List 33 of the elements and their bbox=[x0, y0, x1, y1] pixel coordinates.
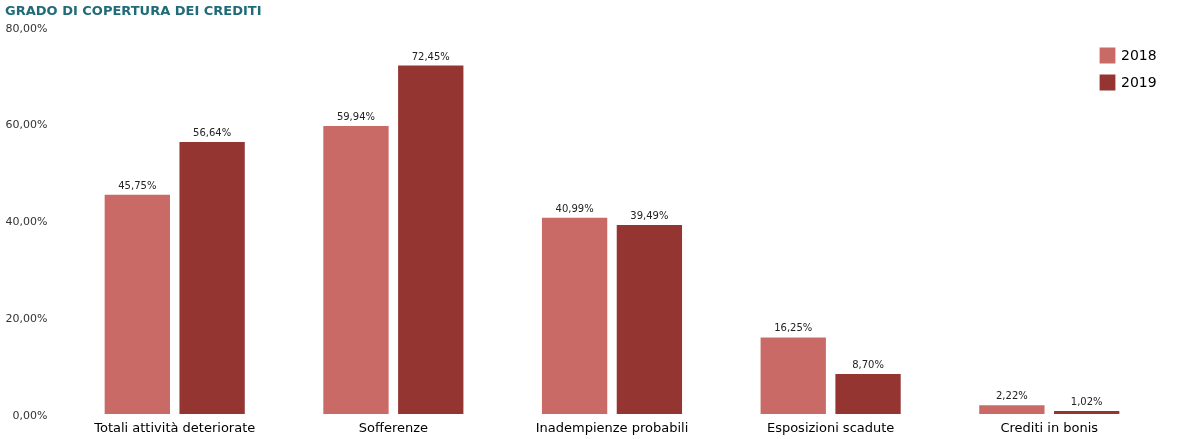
data-label: 40,99% bbox=[555, 202, 594, 214]
bar bbox=[539, 215, 610, 416]
x-tick-label: Crediti in bonis bbox=[1000, 419, 1099, 435]
legend-label: 2018 bbox=[1121, 46, 1157, 63]
x-tick-label: Totali attività deteriorate bbox=[93, 419, 256, 435]
bar bbox=[614, 222, 685, 416]
y-tick-label: 20,00% bbox=[5, 311, 48, 325]
bar bbox=[1052, 409, 1122, 416]
data-label: 72,45% bbox=[411, 50, 450, 62]
data-label: 2,22% bbox=[995, 390, 1028, 402]
x-tick-label: Inadempienze probabili bbox=[535, 419, 689, 435]
bar bbox=[321, 124, 391, 416]
data-label: 1,02% bbox=[1070, 396, 1103, 408]
data-label: 45,75% bbox=[118, 179, 157, 191]
chart-title: GRADO DI COPERTURA DEI CREDITI bbox=[5, 3, 262, 18]
data-label: 8,70% bbox=[852, 358, 884, 370]
bar bbox=[977, 403, 1047, 416]
bar bbox=[758, 335, 828, 416]
bar bbox=[396, 63, 466, 416]
bar bbox=[177, 140, 247, 416]
y-tick-label: 80,00% bbox=[5, 21, 48, 35]
legend-label: 2019 bbox=[1121, 73, 1157, 90]
x-tick-label: Esposizioni scadute bbox=[766, 419, 895, 435]
data-label: 16,25% bbox=[774, 322, 813, 334]
data-label: 59,94% bbox=[336, 111, 376, 123]
data-label: 56,64% bbox=[193, 127, 232, 138]
y-tick-label: 40,00% bbox=[5, 215, 48, 228]
x-tick-label: Sofferenze bbox=[358, 419, 428, 435]
bar bbox=[102, 192, 172, 416]
data-label: 39,49% bbox=[630, 209, 669, 221]
y-tick-label: 60,00% bbox=[5, 118, 48, 132]
y-tick-label: 0,00% bbox=[12, 408, 48, 422]
bar bbox=[833, 371, 903, 416]
